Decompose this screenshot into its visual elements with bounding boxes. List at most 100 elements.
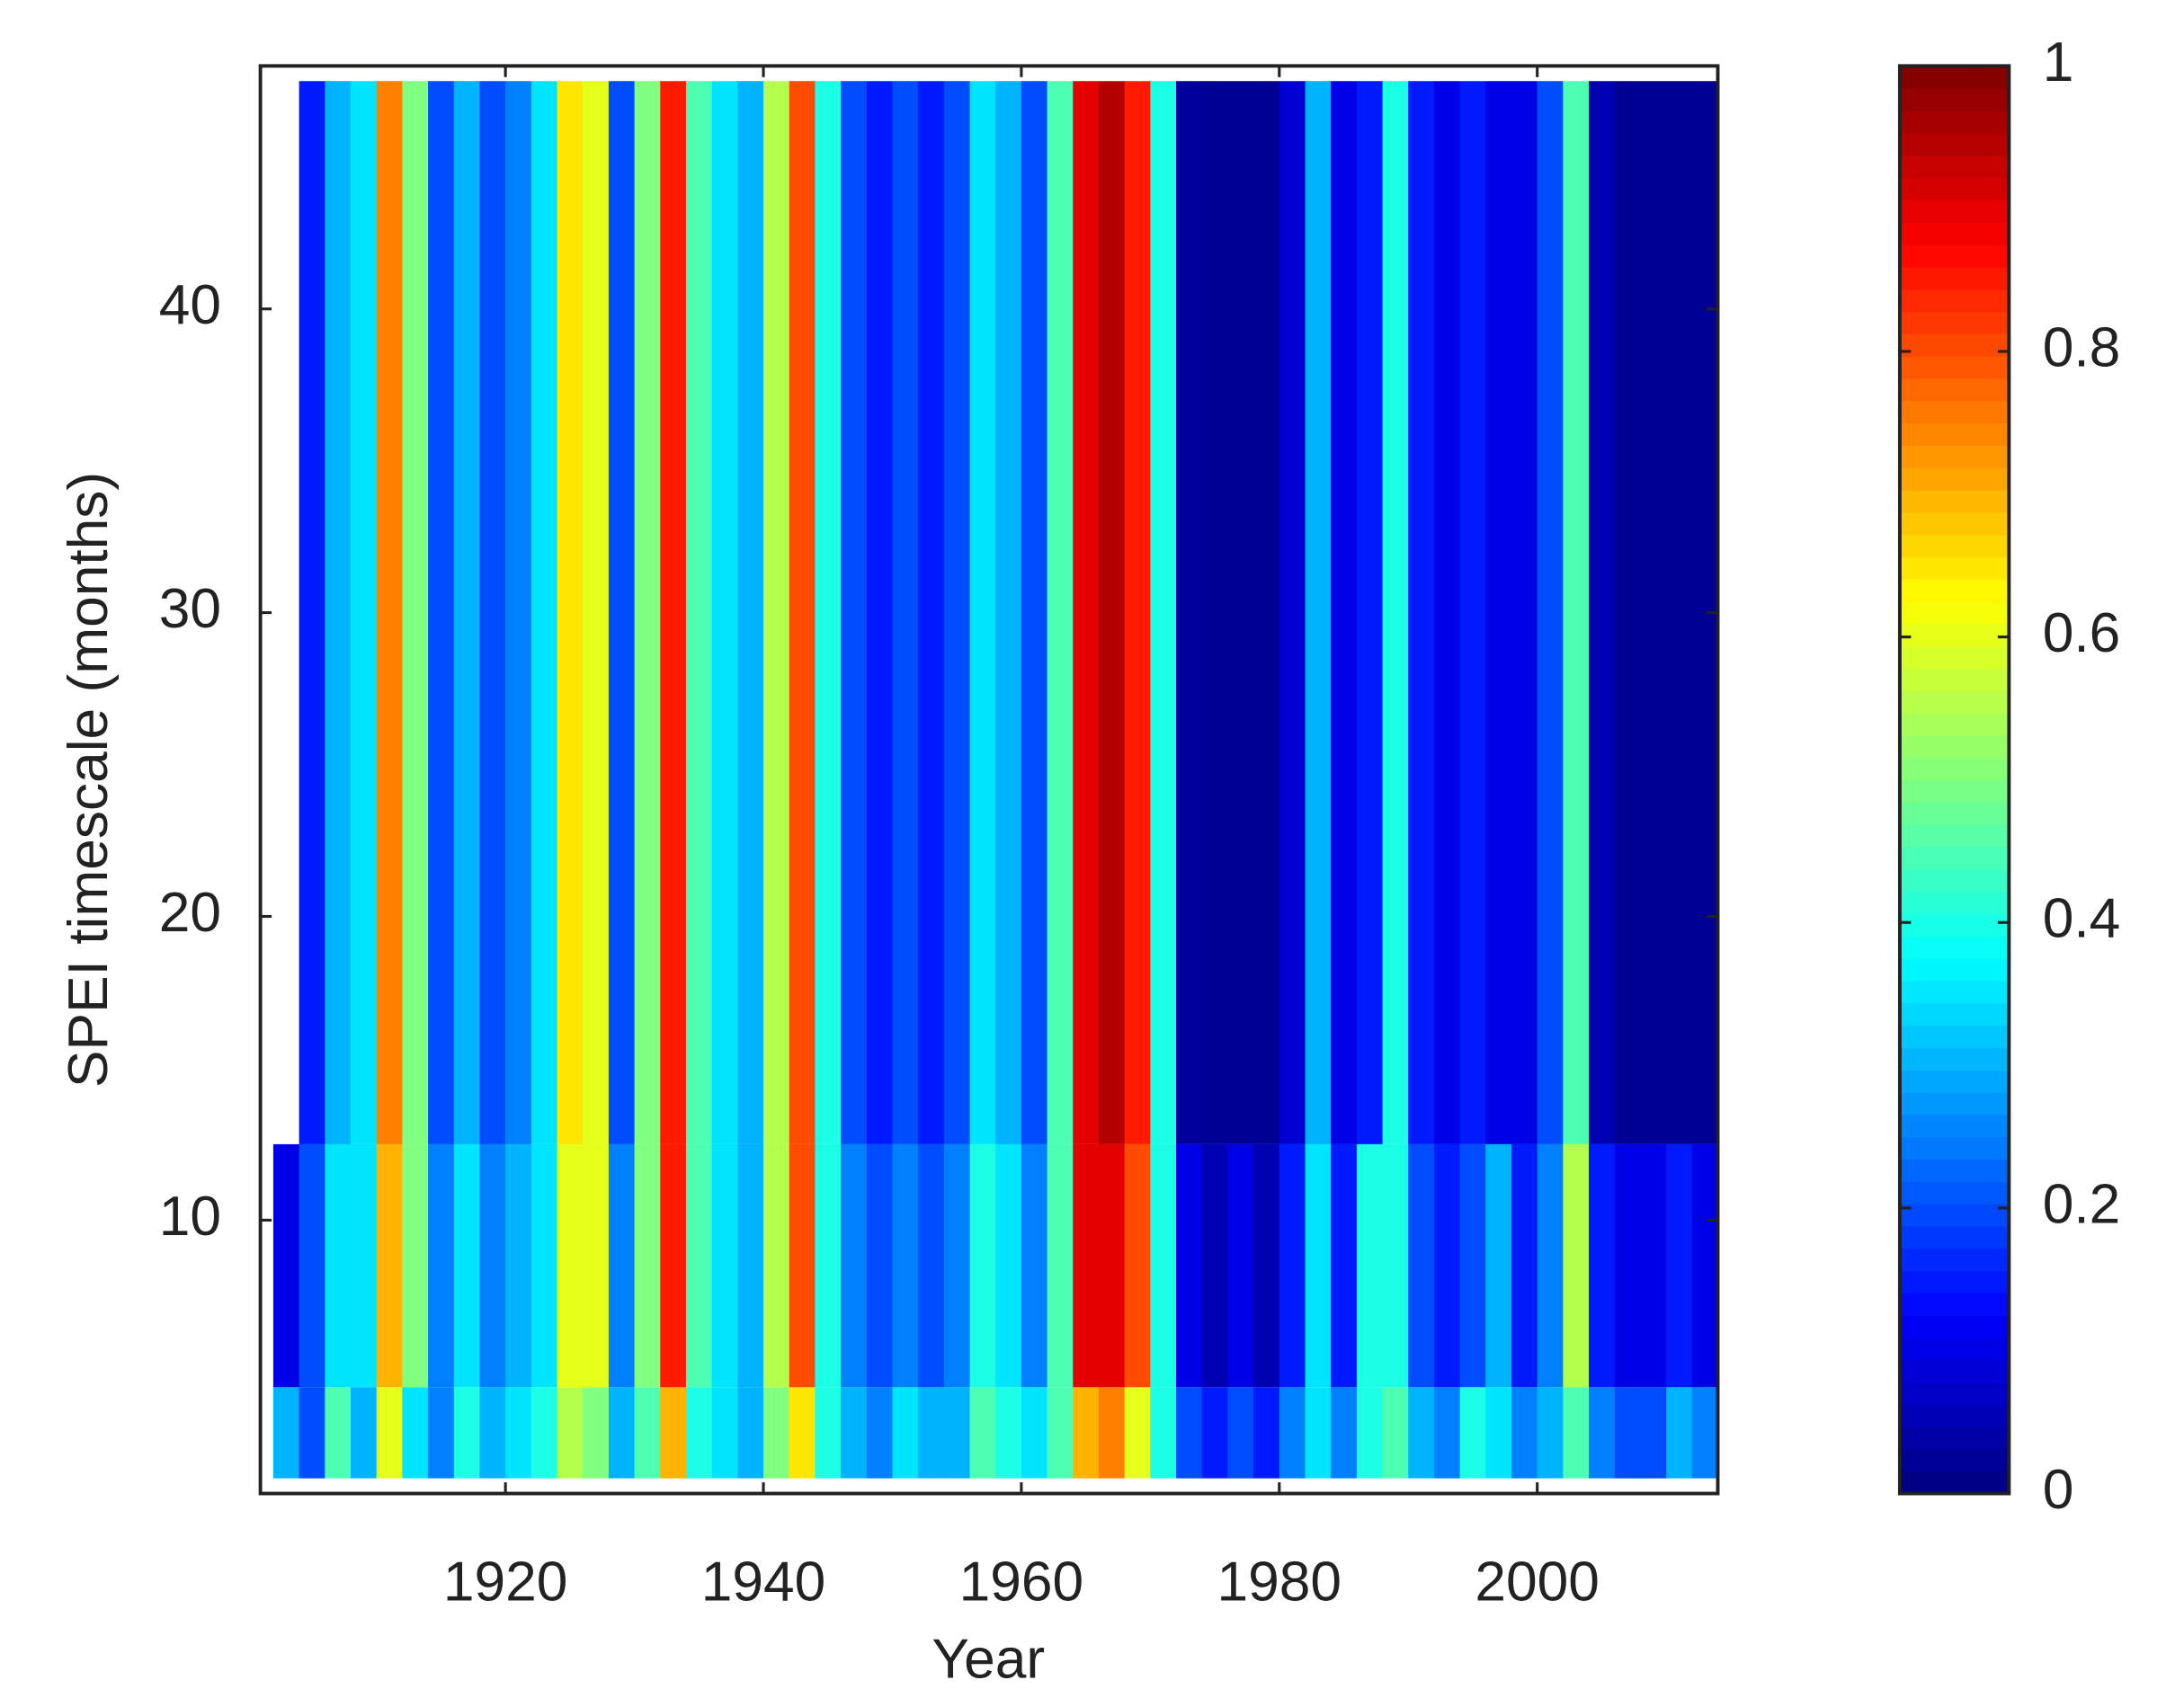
heatmap-cell xyxy=(1459,1387,1486,1479)
colorbar-segment xyxy=(1899,200,2010,223)
heatmap-cell xyxy=(1098,1387,1126,1479)
colorbar-segment xyxy=(1899,1203,2010,1227)
heatmap-cell xyxy=(815,1387,842,1479)
heatmap-cell xyxy=(815,1143,842,1388)
colorbar: 0 0.2 0.4 0.6 0.8 1 xyxy=(1897,31,2121,1521)
heatmap-cell xyxy=(505,1387,532,1479)
colorbar-tick-label: 0 xyxy=(2043,1459,2074,1521)
heatmap-cell xyxy=(505,1143,532,1388)
heatmap-cell xyxy=(1614,1143,1641,1388)
colorbar-segment xyxy=(1899,668,2010,691)
heatmap-cell xyxy=(428,1143,455,1388)
heatmap-cell xyxy=(325,81,352,1144)
heatmap-cell xyxy=(402,1143,429,1388)
colorbar-segment xyxy=(1899,645,2010,670)
heatmap-cell xyxy=(272,1143,300,1388)
heatmap xyxy=(272,81,1718,1479)
heatmap-cell xyxy=(608,1387,636,1479)
heatmap-cell xyxy=(428,81,455,1144)
colorbar-segment xyxy=(1899,779,2010,804)
colorbar-segment xyxy=(1899,378,2010,402)
colorbar-segment xyxy=(1899,936,2010,959)
heatmap-cell xyxy=(1305,81,1332,1144)
colorbar-segment xyxy=(1899,467,2010,491)
heatmap-cell xyxy=(1356,1387,1384,1479)
heatmap-cell xyxy=(943,81,971,1144)
colorbar-segment xyxy=(1899,400,2010,424)
colorbar-segment xyxy=(1899,534,2010,558)
colorbar-segment xyxy=(1899,1337,2010,1361)
heatmap-cell xyxy=(1485,1387,1512,1479)
colorbar-segment xyxy=(1899,1248,2010,1272)
heatmap-cell xyxy=(1098,1143,1126,1388)
heatmap-cell xyxy=(660,1143,687,1388)
colorbar-segment xyxy=(1899,244,2010,268)
heatmap-cell xyxy=(351,1387,378,1479)
x-tick-label: 1920 xyxy=(443,1551,568,1614)
heatmap-cell xyxy=(402,81,429,1144)
colorbar-tick-label: 0.4 xyxy=(2043,888,2121,950)
heatmap-cell xyxy=(660,1387,687,1479)
heatmap-cell xyxy=(1305,1143,1332,1388)
heatmap-cell xyxy=(299,1143,325,1388)
heatmap-cell xyxy=(969,1387,996,1479)
heatmap-cell xyxy=(634,1387,661,1479)
heatmap-cell xyxy=(1305,1387,1332,1479)
y-tick-label: 40 xyxy=(159,274,221,336)
colorbar-segment xyxy=(1899,734,2010,759)
heatmap-cell xyxy=(1382,81,1409,1144)
colorbar-segment xyxy=(1899,980,2010,1004)
heatmap-cell xyxy=(685,1143,713,1388)
heatmap-cell xyxy=(479,1143,506,1388)
colorbar-segment xyxy=(1899,1448,2010,1472)
heatmap-cell xyxy=(376,81,403,1144)
heatmap-cell xyxy=(1124,1143,1151,1388)
y-tick-label: 20 xyxy=(159,882,221,944)
heatmap-cell xyxy=(1511,1387,1538,1479)
heatmap-cell xyxy=(583,81,610,1144)
heatmap-cell xyxy=(1589,81,1616,1144)
heatmap-cell xyxy=(1433,1387,1461,1479)
heatmap-cell xyxy=(1073,1143,1100,1388)
colorbar-segment xyxy=(1899,222,2010,245)
x-tick-label: 1940 xyxy=(701,1551,826,1614)
colorbar-segment xyxy=(1899,1293,2010,1316)
heatmap-cell xyxy=(1666,1143,1693,1388)
heatmap-cell xyxy=(1227,81,1254,1144)
colorbar-segment xyxy=(1899,1091,2010,1116)
heatmap-cell xyxy=(1150,1143,1177,1388)
heatmap-cell xyxy=(505,81,532,1144)
heatmap-cell xyxy=(1459,81,1486,1144)
heatmap-cell xyxy=(918,1143,945,1388)
colorbar-segment xyxy=(1899,1025,2010,1048)
colorbar-segment xyxy=(1899,957,2010,982)
colorbar-tick-label: 1 xyxy=(2043,31,2074,93)
heatmap-cell xyxy=(918,1387,945,1479)
colorbar-segment xyxy=(1899,1047,2010,1071)
colorbar-segment xyxy=(1899,1002,2010,1027)
colorbar-segment xyxy=(1899,757,2010,781)
heatmap-cell xyxy=(453,1143,480,1388)
x-tick-label: 1980 xyxy=(1217,1551,1342,1614)
heatmap-cell xyxy=(1279,1387,1306,1479)
heatmap-cell xyxy=(1176,1143,1203,1388)
heatmap-cell xyxy=(1227,1143,1254,1388)
heatmap-cell xyxy=(1485,81,1512,1144)
heatmap-cell xyxy=(1511,81,1538,1144)
colorbar-segment xyxy=(1899,712,2010,736)
y-axis-label: SPEI timescale (months) xyxy=(58,472,120,1088)
colorbar-tick-label: 0.8 xyxy=(2043,316,2121,378)
colorbar-segment xyxy=(1899,132,2010,156)
colorbar-segment xyxy=(1899,311,2010,334)
heatmap-cell xyxy=(583,1143,610,1388)
colorbar-segment xyxy=(1899,155,2010,179)
heatmap-cell xyxy=(1331,1387,1358,1479)
heatmap-cell xyxy=(376,1143,403,1388)
colorbar-segment xyxy=(1899,333,2010,357)
colorbar-tick-label: 0.2 xyxy=(2043,1173,2121,1235)
x-tick-label: 1960 xyxy=(959,1551,1084,1614)
heatmap-cell xyxy=(1666,81,1693,1144)
heatmap-cell xyxy=(1201,81,1228,1144)
colorbar-segment xyxy=(1899,110,2010,134)
